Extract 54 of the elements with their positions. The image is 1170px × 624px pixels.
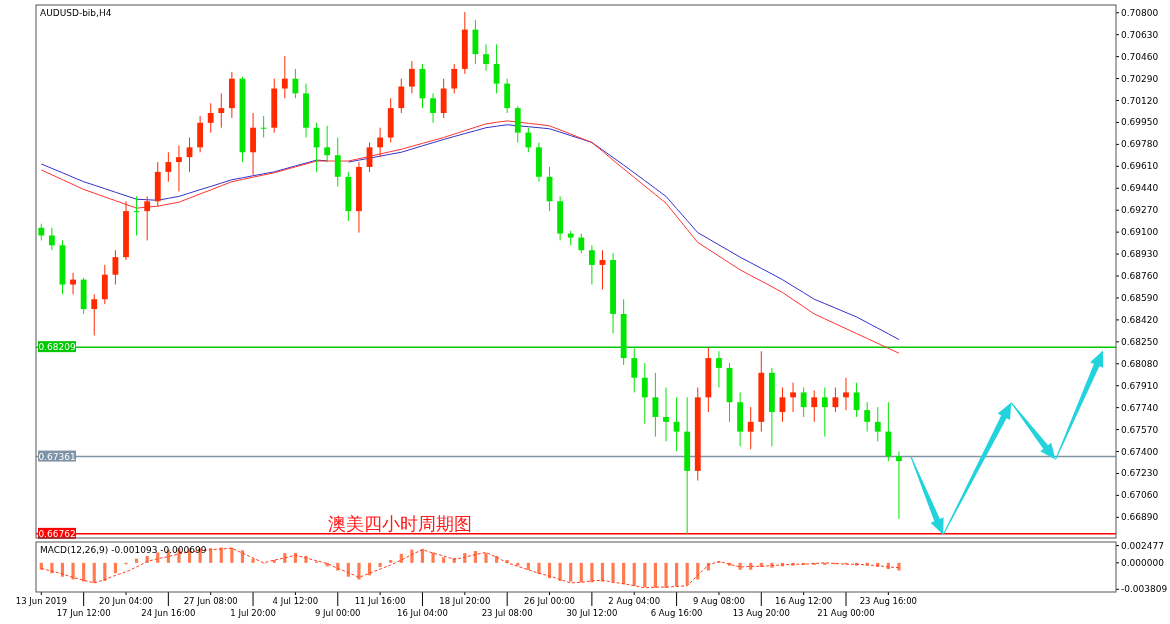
x-tick-label: 6 Aug 16:00 xyxy=(650,608,703,618)
y-tick-label: 0.70290 xyxy=(1121,73,1159,84)
x-tick-label: 23 Jul 08:00 xyxy=(481,608,533,618)
x-tick-label: 30 Jul 12:00 xyxy=(566,608,618,618)
x-tick-label: 13 Aug 20:00 xyxy=(732,608,790,618)
chart-title: MACD(12,26,9) -0.001093 -0.000699 xyxy=(40,545,207,555)
y-tick-label: 0.66890 xyxy=(1121,512,1159,523)
y-tick-label: 0.70630 xyxy=(1121,29,1159,40)
chart-title: AUDUSD-bib,H4 xyxy=(40,8,112,18)
x-tick-label: 16 Jul 04:00 xyxy=(396,608,448,618)
x-tick-label: 13 Jun 2019 xyxy=(15,596,67,606)
y-tick-label: 0.70800 xyxy=(1121,7,1159,18)
x-tick-label: 1 Jul 20:00 xyxy=(230,608,276,618)
x-tick-label: 11 Jul 16:00 xyxy=(354,596,406,606)
y-tick-label: 0.68080 xyxy=(1121,358,1159,369)
annotation: 澳美四小时周期图 xyxy=(327,513,472,534)
ref-line-label: 0.68209 xyxy=(38,342,76,353)
y-tick-label: 0.67570 xyxy=(1121,424,1159,435)
y-tick-label: 0.67060 xyxy=(1121,490,1159,501)
y-tick-label: 0.68250 xyxy=(1121,336,1159,347)
y-tick-label: 0.69100 xyxy=(1121,227,1159,238)
x-tick-label: 20 Jun 04:00 xyxy=(99,596,153,606)
ref-line-label: 0.67361 xyxy=(38,451,76,462)
y-tick-label: 0.67400 xyxy=(1121,446,1159,457)
y-tick-label: 0.70120 xyxy=(1121,95,1159,106)
y-tick-label: 0.000000 xyxy=(1121,557,1165,568)
y-tick-label: 0.002477 xyxy=(1121,540,1164,551)
x-tick-label: 9 Jul 00:00 xyxy=(314,608,361,618)
y-tick-label: 0.67910 xyxy=(1121,380,1159,391)
x-tick-label: 27 Jun 08:00 xyxy=(183,596,238,606)
x-tick-label: 21 Aug 00:00 xyxy=(817,608,875,618)
x-tick-label: 2 Aug 04:00 xyxy=(608,596,661,606)
x-tick-label: 16 Aug 12:00 xyxy=(774,596,833,606)
y-tick-label: 0.69610 xyxy=(1121,161,1159,172)
y-tick-label: 0.67230 xyxy=(1121,468,1159,479)
x-tick-label: 4 Jul 12:00 xyxy=(272,596,319,606)
y-tick-label: 0.70460 xyxy=(1121,51,1159,62)
y-tick-label: 0.68590 xyxy=(1121,292,1159,303)
x-tick-label: 24 Jun 16:00 xyxy=(141,608,196,618)
y-tick-label: 0.69780 xyxy=(1121,139,1159,150)
y-tick-label: 0.68930 xyxy=(1121,249,1159,260)
x-tick-label: 23 Aug 16:00 xyxy=(859,596,918,606)
y-tick-label: -0.003809 xyxy=(1121,584,1168,595)
y-tick-label: 0.68420 xyxy=(1121,314,1159,325)
x-tick-label: 18 Jul 20:00 xyxy=(439,596,491,606)
y-tick-label: 0.69440 xyxy=(1121,183,1159,194)
y-tick-label: 0.69950 xyxy=(1121,117,1159,128)
x-tick-label: 9 Aug 08:00 xyxy=(692,596,745,606)
x-tick-label: 26 Jul 00:00 xyxy=(524,596,576,606)
ref-line-label: 0.66762 xyxy=(38,528,76,539)
y-tick-label: 0.67740 xyxy=(1121,402,1159,413)
y-tick-label: 0.69270 xyxy=(1121,205,1159,216)
y-tick-label: 0.68760 xyxy=(1121,271,1159,282)
x-tick-label: 17 Jun 12:00 xyxy=(56,608,111,618)
